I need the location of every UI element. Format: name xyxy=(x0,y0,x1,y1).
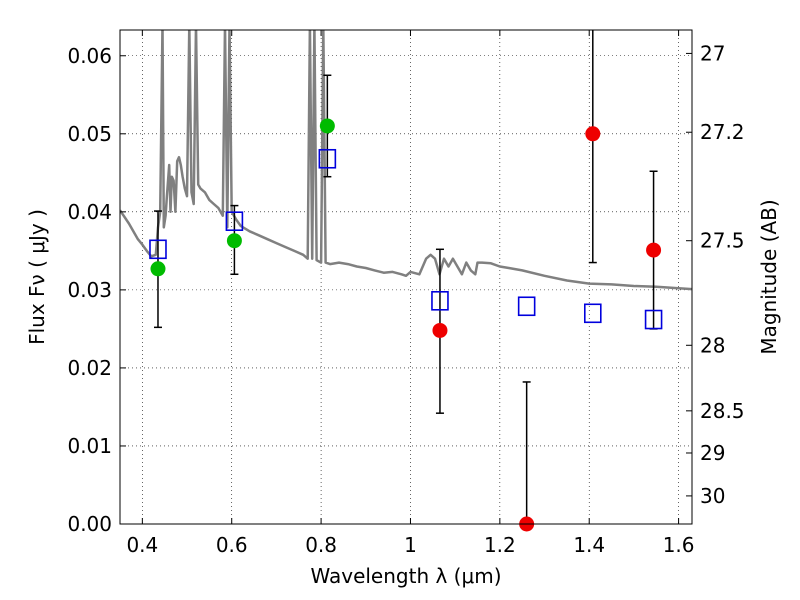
plot-frame xyxy=(119,29,693,525)
right-tick-label: 30 xyxy=(700,484,725,508)
right-axis-ticks: 27 27.2 27.5 28 28.5 29 30 xyxy=(686,41,745,508)
right-tick-label: 27.5 xyxy=(700,229,745,253)
right-tick-label: 27 xyxy=(700,41,725,65)
right-tick-label: 28 xyxy=(700,333,725,357)
square-marker xyxy=(149,239,167,260)
circle-marker xyxy=(432,322,448,338)
y-tick-label: 0.01 xyxy=(67,434,112,458)
y-axis-title: Flux Fν ( μJy ) xyxy=(25,209,49,345)
circle-marker xyxy=(585,126,601,142)
plot-content xyxy=(120,30,692,291)
x-tick-label: 0.4 xyxy=(126,533,158,557)
x-tick-label: 0.8 xyxy=(305,533,337,557)
markers-layer xyxy=(149,30,663,532)
circle-marker xyxy=(150,261,166,277)
y-tick-label: 0.06 xyxy=(67,44,112,68)
right-axis-title: Magnitude (AB) xyxy=(757,199,781,354)
circle-marker xyxy=(226,233,242,249)
circle-marker xyxy=(646,242,662,258)
x-tick-label: 1.2 xyxy=(484,533,516,557)
square-marker xyxy=(517,296,536,317)
y-axis-ticks: 0.00 0.01 0.02 0.03 0.04 0.05 0.06 xyxy=(67,44,126,536)
y-tick-label: 0.02 xyxy=(67,356,112,380)
x-tick-label: 1.4 xyxy=(573,533,605,557)
x-axis-ticks: 0.4 0.6 0.8 1 1.2 1.4 1.6 xyxy=(126,30,695,557)
x-tick-label: 1.6 xyxy=(663,533,695,557)
y-tick-label: 0.04 xyxy=(67,200,112,224)
square-marker xyxy=(644,309,663,330)
square-marker xyxy=(318,148,337,169)
right-tick-label: 27.2 xyxy=(700,120,745,144)
y-tick-label: 0.00 xyxy=(67,512,112,536)
y-tick-label: 0.05 xyxy=(67,122,112,146)
right-tick-label: 29 xyxy=(700,441,725,465)
y-tick-label: 0.03 xyxy=(67,278,112,302)
square-marker xyxy=(225,211,244,232)
x-tick-label: 0.6 xyxy=(216,533,248,557)
square-marker xyxy=(583,303,602,324)
model-spectrum-line xyxy=(120,30,692,291)
circle-marker xyxy=(319,118,335,134)
x-axis-title: Wavelength λ (μm) xyxy=(310,564,501,588)
square-marker xyxy=(431,291,449,311)
x-tick-label: 1 xyxy=(404,533,417,557)
right-tick-label: 28.5 xyxy=(700,399,745,423)
